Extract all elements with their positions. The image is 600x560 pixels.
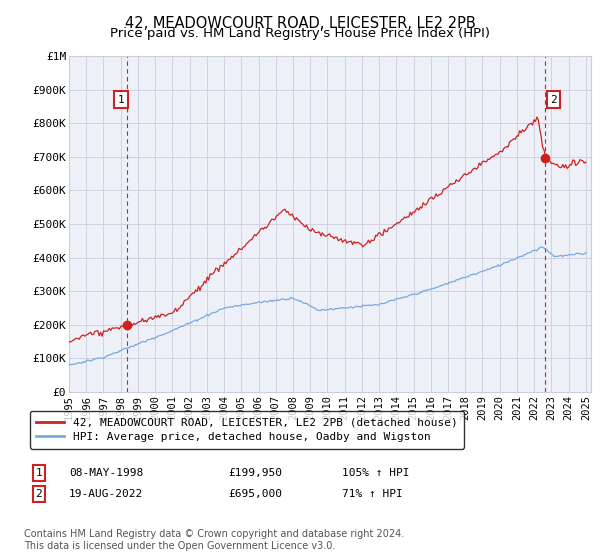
Text: 19-AUG-2022: 19-AUG-2022 [69, 489, 143, 499]
Text: 42, MEADOWCOURT ROAD, LEICESTER, LE2 2PB: 42, MEADOWCOURT ROAD, LEICESTER, LE2 2PB [125, 16, 475, 31]
Text: 71% ↑ HPI: 71% ↑ HPI [342, 489, 403, 499]
Text: Price paid vs. HM Land Registry's House Price Index (HPI): Price paid vs. HM Land Registry's House … [110, 27, 490, 40]
Text: 1: 1 [118, 95, 124, 105]
Legend: 42, MEADOWCOURT ROAD, LEICESTER, LE2 2PB (detached house), HPI: Average price, d: 42, MEADOWCOURT ROAD, LEICESTER, LE2 2PB… [29, 411, 464, 449]
Text: 2: 2 [35, 489, 43, 499]
Text: 2: 2 [550, 95, 557, 105]
Text: 08-MAY-1998: 08-MAY-1998 [69, 468, 143, 478]
Text: £199,950: £199,950 [228, 468, 282, 478]
Text: Contains HM Land Registry data © Crown copyright and database right 2024.
This d: Contains HM Land Registry data © Crown c… [24, 529, 404, 551]
Text: £695,000: £695,000 [228, 489, 282, 499]
Text: 105% ↑ HPI: 105% ↑ HPI [342, 468, 409, 478]
Text: 1: 1 [35, 468, 43, 478]
